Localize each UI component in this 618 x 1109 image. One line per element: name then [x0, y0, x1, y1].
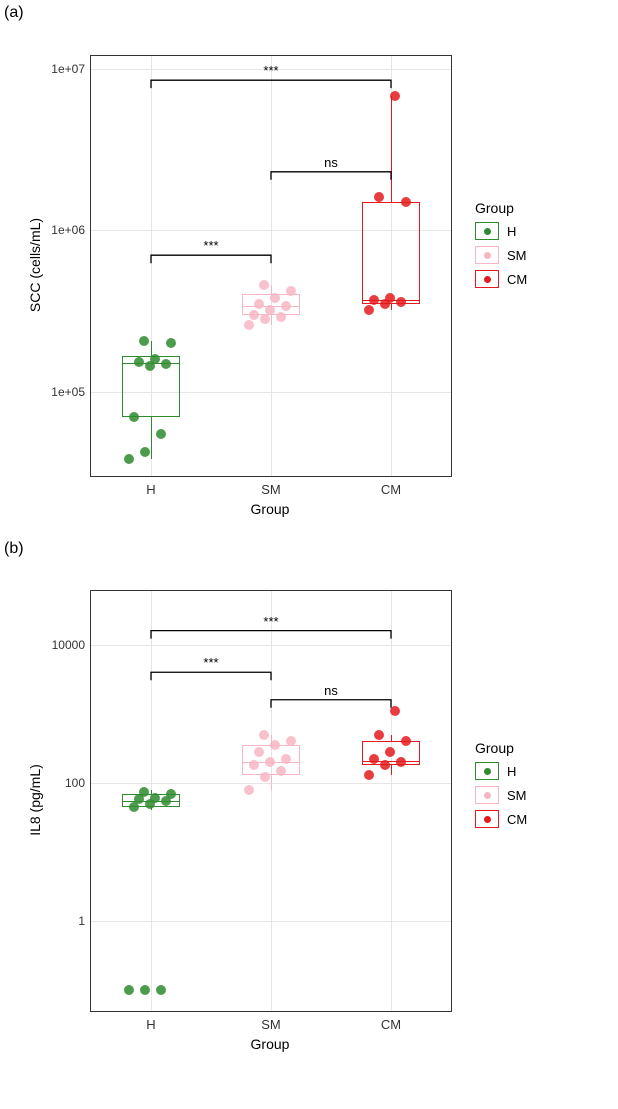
- sig-label: ***: [203, 238, 218, 253]
- legend: Group H SM CM: [475, 740, 527, 834]
- legend-item-CM: CM: [475, 270, 527, 288]
- legend-item-SM: SM: [475, 786, 527, 804]
- legend-item-H: H: [475, 222, 527, 240]
- y-tick-label: 1e+06: [51, 223, 91, 237]
- x-tick-label: SM: [261, 476, 281, 497]
- y-tick-label: 1e+05: [51, 385, 91, 399]
- legend-label: H: [507, 764, 516, 779]
- legend-item-CM: CM: [475, 810, 527, 828]
- legend-swatch: [475, 810, 499, 828]
- sig-overlay: [91, 591, 451, 1011]
- legend-title: Group: [475, 200, 527, 216]
- legend-label: SM: [507, 788, 527, 803]
- y-tick-label: 1e+07: [51, 62, 91, 76]
- legend-swatch: [475, 222, 499, 240]
- sig-label: ns: [324, 155, 338, 170]
- sig-label: ***: [203, 655, 218, 670]
- figure: (a) (b) 1e+05 1e+06 1e+07 H SM CM *** ns *** SCC …: [0, 0, 618, 1109]
- panel-b-label: (b): [4, 540, 24, 558]
- y-axis-title: IL8 (pg/mL): [27, 764, 43, 836]
- legend-item-SM: SM: [475, 246, 527, 264]
- legend-label: CM: [507, 272, 527, 287]
- plot-area: 110010000HSMCM***ns***: [90, 590, 452, 1012]
- y-axis-title: SCC (cells/mL): [27, 218, 43, 312]
- sig-label: ***: [263, 63, 278, 78]
- sig-label: ns: [324, 683, 338, 698]
- x-tick-label: SM: [261, 1011, 281, 1032]
- plot-area: 1e+051e+061e+07HSMCM***ns***: [90, 55, 452, 477]
- legend-title: Group: [475, 740, 527, 756]
- sig-label: ***: [263, 614, 278, 629]
- panel-a-label: (a): [4, 4, 24, 22]
- x-axis-title: Group: [251, 501, 290, 517]
- legend-item-H: H: [475, 762, 527, 780]
- x-tick-label: CM: [381, 476, 401, 497]
- legend-swatch: [475, 270, 499, 288]
- legend-label: CM: [507, 812, 527, 827]
- x-axis-title: Group: [251, 1036, 290, 1052]
- x-tick-label: CM: [381, 1011, 401, 1032]
- sig-overlay: [91, 56, 451, 476]
- legend-label: SM: [507, 248, 527, 263]
- y-tick-label: 10000: [52, 638, 91, 652]
- legend-label: H: [507, 224, 516, 239]
- legend: Group H SM CM: [475, 200, 527, 294]
- x-tick-label: H: [146, 476, 155, 497]
- x-tick-label: H: [146, 1011, 155, 1032]
- legend-swatch: [475, 246, 499, 264]
- legend-swatch: [475, 762, 499, 780]
- y-tick-label: 100: [65, 776, 91, 790]
- y-tick-label: 1: [78, 914, 91, 928]
- legend-swatch: [475, 786, 499, 804]
